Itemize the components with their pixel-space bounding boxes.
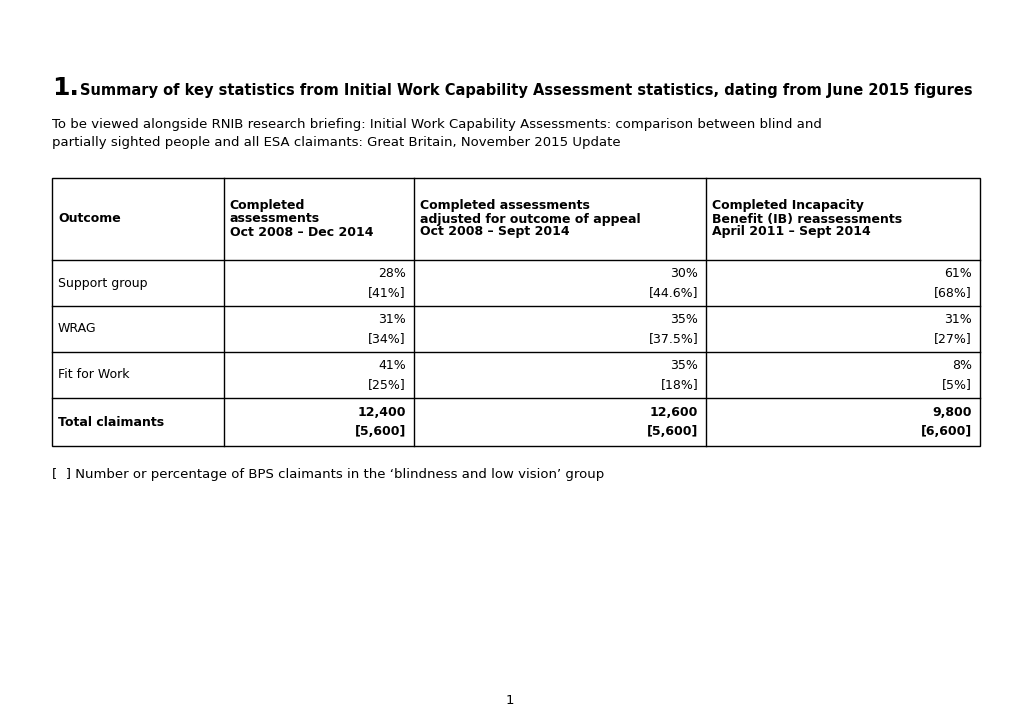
Text: 1.: 1. [52,76,78,100]
Text: Support group: Support group [58,276,148,289]
Text: 35%: 35% [669,359,698,372]
Text: 61%: 61% [944,267,971,280]
Text: 31%: 31% [378,313,406,326]
Text: Completed: Completed [229,199,305,212]
Text: assessments: assessments [229,212,320,225]
Text: [6,600]: [6,600] [920,425,971,438]
Text: [44.6%]: [44.6%] [648,286,698,299]
Text: adjusted for outcome of appeal: adjusted for outcome of appeal [420,212,640,225]
Text: April 2011 – Sept 2014: April 2011 – Sept 2014 [711,225,870,238]
Text: 12,600: 12,600 [649,406,698,419]
Text: To be viewed alongside RNIB research briefing: Initial Work Capability Assessmen: To be viewed alongside RNIB research bri… [52,118,821,149]
Text: [34%]: [34%] [368,332,406,345]
Text: Summary of key statistics from Initial Work Capability Assessment statistics, da: Summary of key statistics from Initial W… [79,83,972,98]
Text: 1: 1 [505,693,514,706]
Text: [18%]: [18%] [660,378,698,391]
Text: Oct 2008 – Sept 2014: Oct 2008 – Sept 2014 [420,225,569,238]
Text: [25%]: [25%] [368,378,406,391]
Text: 30%: 30% [669,267,698,280]
Text: [  ] Number or percentage of BPS claimants in the ‘blindness and low vision’ gro: [ ] Number or percentage of BPS claimant… [52,468,603,481]
Text: 41%: 41% [378,359,406,372]
Text: 31%: 31% [944,313,971,326]
Text: [5,600]: [5,600] [355,425,406,438]
Text: [68%]: [68%] [933,286,971,299]
Text: [5,600]: [5,600] [646,425,698,438]
Text: 35%: 35% [669,313,698,326]
Text: Fit for Work: Fit for Work [58,369,129,382]
Text: Completed assessments: Completed assessments [420,199,589,212]
Text: WRAG: WRAG [58,323,97,336]
Bar [52,178,979,446]
Text: 12,400: 12,400 [357,406,406,419]
Text: [41%]: [41%] [368,286,406,299]
Text: [27%]: [27%] [933,332,971,345]
Text: 28%: 28% [378,267,406,280]
Text: 9,800: 9,800 [931,406,971,419]
Text: 8%: 8% [951,359,971,372]
Text: Benefit (IB) reassessments: Benefit (IB) reassessments [711,212,902,225]
Text: Oct 2008 – Dec 2014: Oct 2008 – Dec 2014 [229,225,373,238]
Text: [37.5%]: [37.5%] [648,332,698,345]
Text: Outcome: Outcome [58,212,120,225]
Text: Completed Incapacity: Completed Incapacity [711,199,863,212]
Text: [5%]: [5%] [942,378,971,391]
Text: Total claimants: Total claimants [58,415,164,428]
